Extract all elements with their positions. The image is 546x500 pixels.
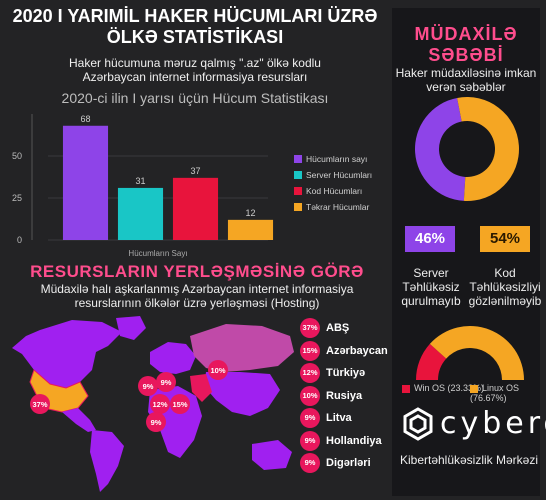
svg-text:15%: 15% xyxy=(172,400,187,409)
legend-swatch-1 xyxy=(294,171,302,179)
map-greenland xyxy=(116,316,146,340)
svg-text:37%: 37% xyxy=(32,400,47,409)
map-russia xyxy=(190,324,294,372)
legend-swatch-3 xyxy=(294,203,302,211)
map-label-lithuania: 9% xyxy=(156,372,176,392)
legend-swatch-2 xyxy=(294,187,302,195)
country-percent-0: 37% xyxy=(300,318,320,338)
country-name-1: Azərbaycan xyxy=(326,344,388,357)
cause-subtitle: Haker müdaxiləsinə imkan verən səbəblər xyxy=(395,66,537,94)
country-name-6: Digərləri xyxy=(326,457,371,469)
cause-panel xyxy=(392,8,540,496)
cause-slice-0 xyxy=(415,97,466,201)
ytick-label-1: 25 xyxy=(12,193,22,203)
code-percent-badge: 54% xyxy=(480,226,530,252)
country-percent-2: 12% xyxy=(300,363,320,383)
country-percent-4: 9% xyxy=(300,408,320,428)
bar-value-label-1: 31 xyxy=(135,176,145,186)
os-half-donut xyxy=(416,326,524,380)
bar-chart: 0 25 50 Hücumların Sayı 68 31 37 12 Hücumların… xyxy=(12,114,372,258)
page-title: 2020 I YARIMİL HAKER HÜCUMLARI ÜZRƏ ÖLKƏ… xyxy=(12,6,378,47)
map-label-netherlands: 9% xyxy=(138,376,158,396)
cause-donut xyxy=(415,97,519,201)
server-percent-badge: 46% xyxy=(405,226,455,252)
win-swatch xyxy=(402,384,410,393)
cybero-logo-text: cybero xyxy=(440,406,546,441)
bar-2 xyxy=(172,177,219,240)
os-legend-linux: Linux OS (76.67%) xyxy=(470,383,520,403)
country-name-4: Litva xyxy=(326,412,352,424)
svg-text:9%: 9% xyxy=(143,382,154,391)
map-label-turkey: 12% xyxy=(150,394,170,414)
cause-slice-1 xyxy=(457,97,519,201)
ytick-label-2: 50 xyxy=(12,151,22,161)
bar-value-label-3: 12 xyxy=(245,208,255,218)
country-percent-1: 15% xyxy=(300,340,320,361)
code-caption: Kod Təhlükəsizliyi gözlənilməyib xyxy=(468,266,542,308)
legend-label-2: Kod Hücumları xyxy=(306,186,362,196)
map-europe xyxy=(150,342,196,374)
cause-title: MÜDAXİLƏ SƏBƏBİ xyxy=(414,24,518,65)
world-map: 37% 10% 9% 9% 12% 15% 9% xyxy=(12,316,294,492)
bar-chart-title: 2020-ci ilin I yarısı üçün Hücum Statist… xyxy=(61,90,329,106)
legend-label-0: Hücumların sayı xyxy=(306,154,367,164)
map-south-america xyxy=(90,430,124,492)
bar-1 xyxy=(117,187,164,240)
map-label-usa: 37% xyxy=(30,394,50,414)
map-asia xyxy=(204,372,280,416)
svg-text:9%: 9% xyxy=(161,378,172,387)
os-legend-win: Win OS (23.33%) xyxy=(402,383,484,393)
os-slice-1 xyxy=(429,326,524,380)
cybero-logo-icon xyxy=(403,407,433,441)
svg-text:10%: 10% xyxy=(210,366,225,375)
legend-label-3: Təkrar Hücumlar xyxy=(306,202,369,212)
map-north-america xyxy=(12,320,122,388)
bar-value-label-0: 68 xyxy=(80,114,90,124)
country-percent-6: 9% xyxy=(300,453,320,473)
svg-text:12%: 12% xyxy=(152,400,167,409)
map-australia xyxy=(252,440,292,470)
map-label-azerbaijan: 15% xyxy=(170,394,190,414)
page-subtitle: Haker hücumuna məruz qalmış ".az" ölkə k… xyxy=(69,56,321,84)
country-name-0: ABŞ xyxy=(326,322,350,334)
server-caption: Server Təhlükəsiz qurulmayıb xyxy=(401,266,461,308)
map-label-others: 9% xyxy=(146,412,166,432)
bar-value-label-2: 37 xyxy=(190,166,200,176)
hosting-subtitle: Müdaxilə halı aşkarlanmış Azərbaycan int… xyxy=(40,282,354,310)
country-name-3: Rusiya xyxy=(326,389,363,402)
os-slice-0 xyxy=(416,343,447,380)
x-axis-label: Hücumların Sayı xyxy=(128,249,187,258)
bar-0 xyxy=(62,125,109,240)
map-central-america xyxy=(62,408,96,432)
legend-swatch-0 xyxy=(294,155,302,163)
country-name-2: Türkiyə xyxy=(326,367,366,379)
country-percent-3: 10% xyxy=(300,385,320,406)
bar-3 xyxy=(227,219,274,240)
country-name-5: Hollandiya xyxy=(326,434,382,447)
brand-tagline: Kibertəhlükəsizlik Mərkəzi xyxy=(399,453,539,467)
map-middle-east xyxy=(190,374,212,402)
ytick-label-0: 0 xyxy=(17,235,22,245)
linux-swatch xyxy=(470,384,478,393)
hosting-title: RESURSLARIN YERLƏŞMƏSİNƏ GÖRƏ xyxy=(30,262,364,281)
map-label-russia: 10% xyxy=(208,360,228,380)
legend-label-1: Server Hücumları xyxy=(306,170,372,180)
country-percent-5: 9% xyxy=(300,430,320,451)
svg-text:9%: 9% xyxy=(151,418,162,427)
